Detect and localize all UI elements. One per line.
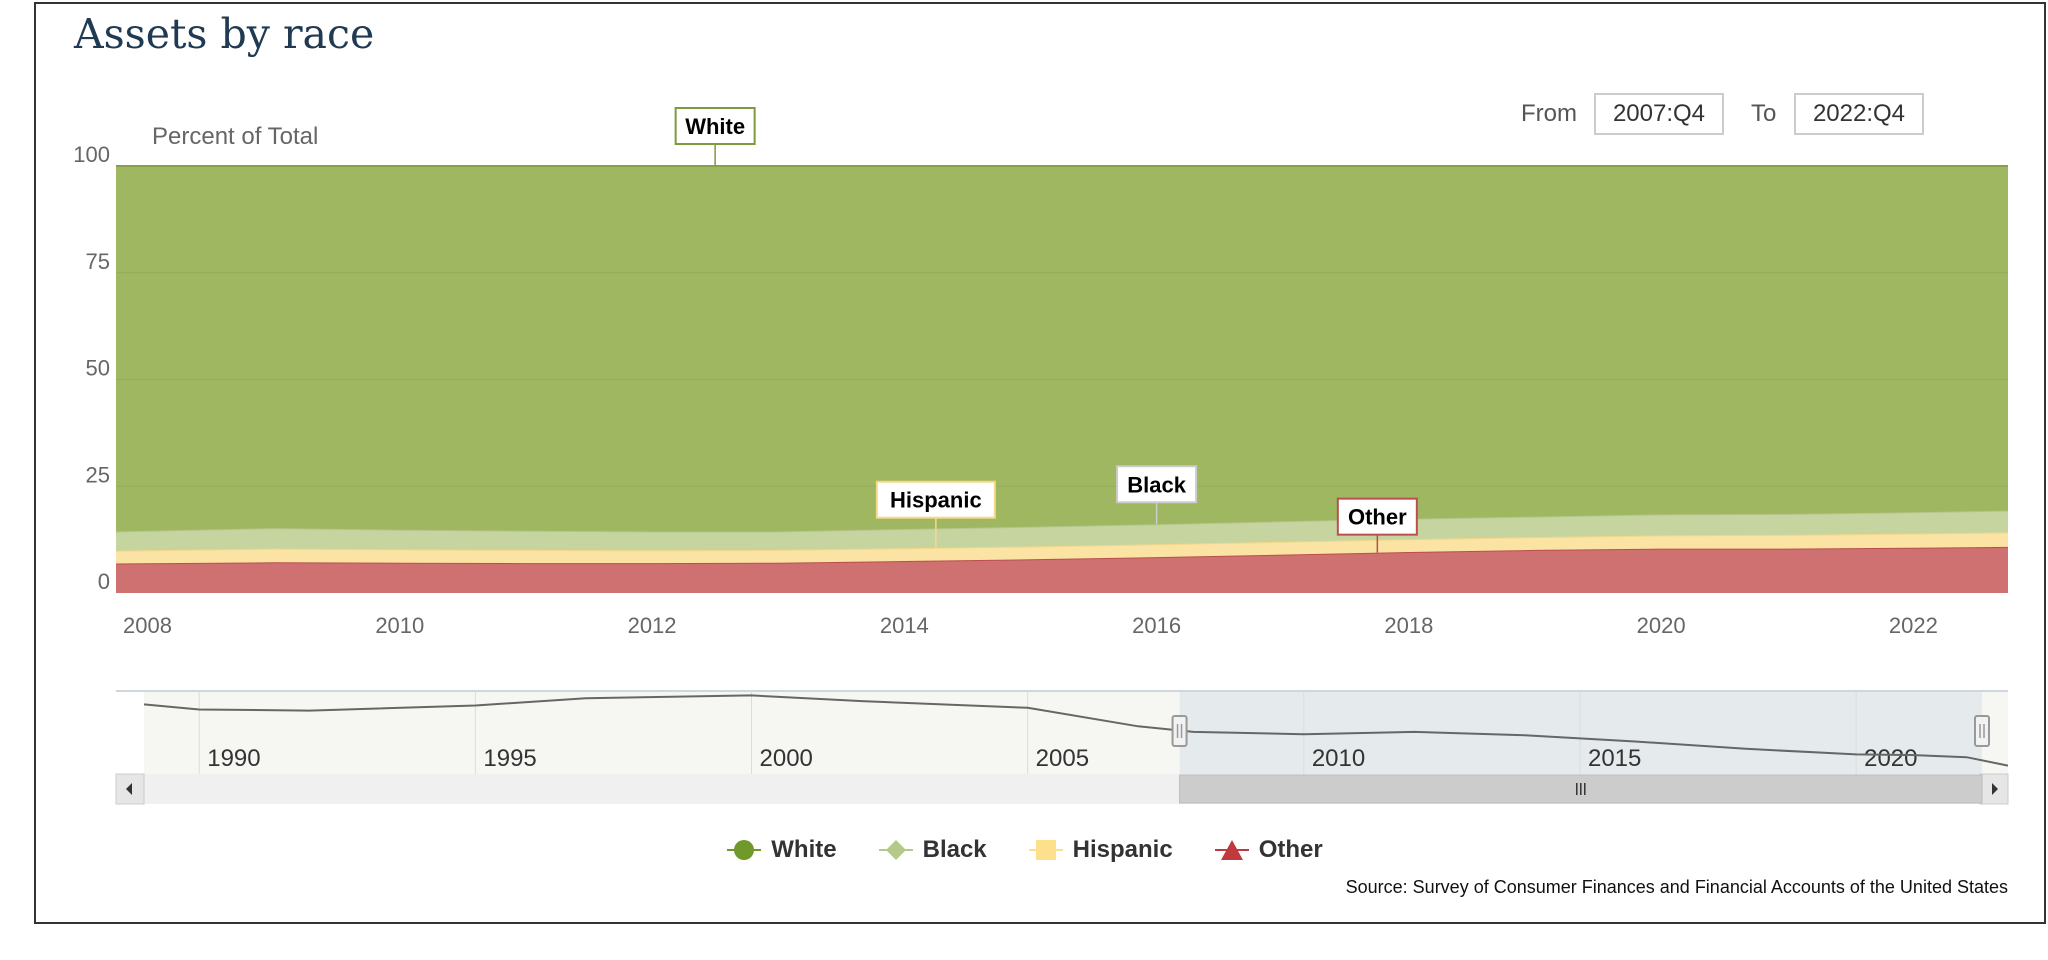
legend-item-hispanic[interactable]: Hispanic: [1027, 836, 1173, 864]
x-tick-label: 2008: [123, 613, 172, 638]
chart-frame: [34, 2, 2046, 924]
legend-item-other[interactable]: Other: [1213, 836, 1323, 864]
series-label-white: White: [674, 107, 756, 166]
area-hispanic: [116, 532, 2008, 564]
scrollbar-left-button[interactable]: [115, 773, 145, 805]
scrollbar-thumb[interactable]: [1179, 774, 1983, 804]
series-label-hispanic: Hispanic: [875, 480, 996, 548]
square-legend-icon: [1028, 840, 1063, 860]
y-tick-label: 100: [73, 142, 110, 167]
area-white: [116, 166, 2008, 532]
y-tick-label: 50: [86, 356, 110, 381]
navigator-series-line: [143, 694, 2009, 767]
navigator-tick-label: 2010: [1312, 745, 1365, 772]
legend-item-black[interactable]: Black: [877, 836, 987, 864]
source-note: Source: Survey of Consumer Finances and …: [1345, 877, 2008, 897]
triangle-legend-icon: [1214, 840, 1249, 860]
scrollbar-right-button[interactable]: [1979, 773, 2009, 805]
series-label-other: Other: [1336, 497, 1418, 553]
series-label-text: White: [685, 114, 745, 139]
x-tick-label: 2014: [880, 613, 929, 638]
chart-legend: White Black Hispanic Other: [0, 836, 2048, 864]
navigator-left-handle[interactable]: [1171, 715, 1188, 747]
series-label-text: Black: [1127, 472, 1186, 497]
series-label-black: Black: [1116, 465, 1198, 525]
from-label: From: [1521, 100, 1577, 127]
y-tick-label: 75: [86, 249, 110, 274]
navigator-tick-label: 2015: [1588, 745, 1641, 772]
circle-legend-icon: [727, 840, 762, 860]
navigator-right-handle[interactable]: [1974, 715, 1990, 747]
x-tick-label: 2022: [1889, 613, 1938, 638]
range-navigator[interactable]: 1990 1995 2000 2005 2010 2015 2020: [116, 690, 2009, 774]
navigator-tick-label: 1995: [483, 745, 536, 772]
y-tick-label: 0: [98, 569, 110, 594]
chart-title: Assets by race: [74, 10, 375, 58]
diamond-legend-icon: [878, 840, 913, 860]
navigator-tick-label: 1990: [207, 745, 260, 772]
legend-label: White: [771, 836, 837, 863]
series-label-text: Hispanic: [890, 488, 982, 513]
legend-label: Black: [922, 836, 987, 863]
from-date-input[interactable]: [1594, 93, 1724, 135]
legend-label: Other: [1258, 836, 1323, 863]
series-label-text: Other: [1348, 505, 1407, 530]
navigator-tick-label: 2005: [1036, 745, 1089, 772]
navigator-tick-label: 2020: [1864, 745, 1917, 772]
navigator-background: [144, 691, 2008, 774]
area-black: [116, 510, 2008, 551]
navigator-selected-range: [1179, 691, 1982, 774]
legend-item-white[interactable]: White: [725, 836, 837, 864]
to-date-input[interactable]: [1794, 93, 1924, 135]
x-tick-label: 2010: [375, 613, 424, 638]
area-other: [116, 546, 2008, 593]
navigator-tick-label: 2000: [760, 745, 813, 772]
y-axis-title: Percent of Total: [152, 123, 319, 150]
to-label: To: [1751, 100, 1777, 127]
x-tick-label: 2018: [1384, 613, 1433, 638]
x-tick-label: 2016: [1132, 613, 1181, 638]
legend-label: Hispanic: [1072, 836, 1173, 863]
y-tick-label: 25: [86, 462, 110, 487]
x-tick-label: 2020: [1637, 613, 1686, 638]
x-tick-label: 2012: [628, 613, 677, 638]
